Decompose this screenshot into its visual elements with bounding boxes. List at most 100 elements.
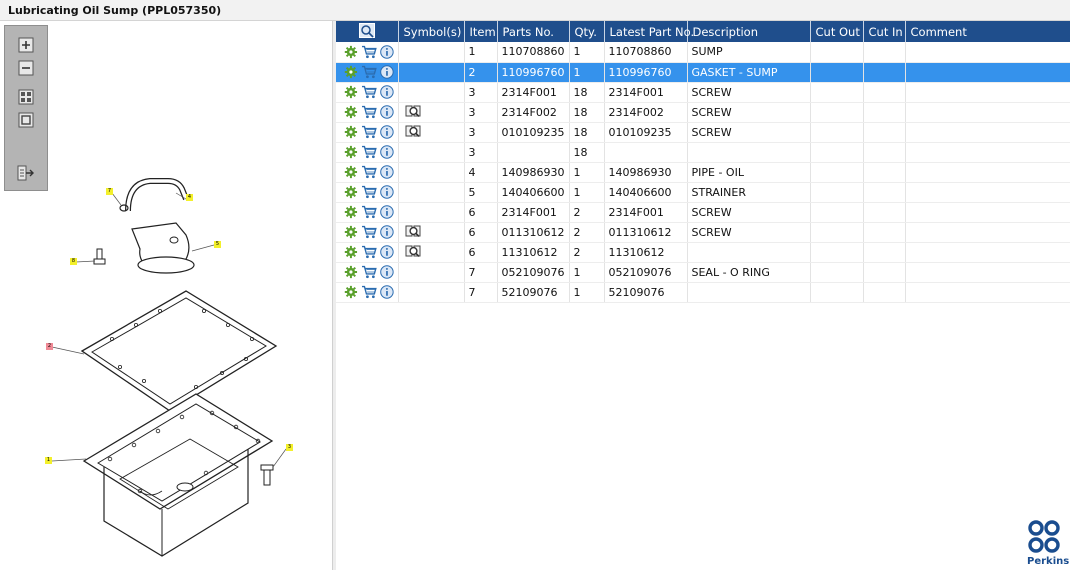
callout-7[interactable]: 7: [106, 188, 113, 195]
table-row[interactable]: 2 110996760 1 110996760 GASKET - SUMP: [336, 62, 1070, 83]
magnifier-book-icon[interactable]: [405, 244, 421, 258]
zoom-in-button[interactable]: [15, 34, 37, 56]
zoom-out-button[interactable]: [15, 57, 37, 79]
magnifier-book-icon[interactable]: [405, 124, 421, 138]
callout-label: 1: [46, 457, 51, 463]
diagram-pane[interactable]: 7 4 5 8 2 1 3: [0, 21, 333, 570]
info-icon[interactable]: [379, 285, 394, 299]
gear-icon[interactable]: [344, 85, 358, 99]
cart-icon[interactable]: [361, 225, 377, 239]
info-icon[interactable]: [379, 145, 394, 159]
zoom-in-icon: [18, 37, 34, 53]
callout-3[interactable]: 3: [286, 444, 293, 451]
cart-icon[interactable]: [361, 105, 377, 119]
fit-all-icon: [18, 89, 34, 105]
column-header-cut-in[interactable]: Cut In: [863, 21, 906, 42]
table-row[interactable]: 3 18: [336, 142, 1070, 163]
cart-icon[interactable]: [361, 145, 377, 159]
cart-icon[interactable]: [361, 165, 377, 179]
table-row[interactable]: 7 052109076 1 052109076 SEAL - O RING: [336, 262, 1070, 283]
cart-icon[interactable]: [361, 45, 377, 59]
info-icon[interactable]: [379, 185, 394, 199]
cell-cut-out: [810, 142, 864, 163]
gear-icon[interactable]: [344, 105, 358, 119]
cart-icon[interactable]: [361, 245, 377, 259]
fit-all-button[interactable]: [15, 86, 37, 108]
table-row[interactable]: 3 2314F001 18 2314F001 SCREW: [336, 82, 1070, 103]
column-header-latest-part-no[interactable]: Latest Part No.: [604, 21, 694, 42]
column-header-qty[interactable]: Qty.: [569, 21, 605, 42]
info-icon[interactable]: [379, 65, 394, 79]
gear-icon[interactable]: [344, 65, 358, 79]
table-row[interactable]: 7 52109076 1 52109076: [336, 282, 1070, 303]
exploded-diagram[interactable]: [0, 21, 333, 570]
column-header-cut-out[interactable]: Cut Out: [810, 21, 864, 42]
column-header-tools[interactable]: [336, 21, 399, 42]
gear-icon[interactable]: [344, 125, 358, 139]
cart-icon[interactable]: [361, 125, 377, 139]
column-header-comment[interactable]: Comment: [905, 21, 1070, 42]
table-row[interactable]: 6 2314F001 2 2314F001 SCREW: [336, 202, 1070, 223]
table-row[interactable]: 6 011310612 2 011310612 SCREW: [336, 222, 1070, 243]
symbols-cell: [398, 162, 465, 183]
column-header-parts-no[interactable]: Parts No.: [497, 21, 570, 42]
gear-icon[interactable]: [344, 45, 358, 59]
cart-icon[interactable]: [361, 285, 377, 299]
cart-icon[interactable]: [361, 85, 377, 99]
symbols-cell: [398, 222, 465, 243]
table-row[interactable]: 6 11310612 2 11310612: [336, 242, 1070, 263]
gear-icon[interactable]: [344, 145, 358, 159]
cell-cut-in: [863, 262, 906, 283]
cell-latest: 052109076: [604, 262, 688, 283]
cell-parts-no: 2314F001: [497, 82, 570, 103]
column-header-description[interactable]: Description: [687, 21, 811, 42]
callout-2[interactable]: 2: [46, 343, 53, 350]
info-icon[interactable]: [379, 265, 394, 279]
info-icon[interactable]: [379, 45, 394, 59]
info-icon[interactable]: [379, 245, 394, 259]
search-parts-icon[interactable]: [358, 22, 375, 38]
info-icon[interactable]: [379, 125, 394, 139]
actual-size-button[interactable]: [15, 109, 37, 131]
info-icon[interactable]: [379, 165, 394, 179]
cell-cut-in: [863, 182, 906, 203]
table-row[interactable]: 1 110708860 1 110708860 SUMP: [336, 42, 1070, 63]
magnifier-book-icon[interactable]: [405, 224, 421, 238]
cell-description: PIPE - OIL: [687, 162, 811, 183]
callout-5[interactable]: 5: [214, 241, 221, 248]
info-icon[interactable]: [379, 205, 394, 219]
column-header-symbols[interactable]: Symbol(s): [398, 21, 465, 42]
cell-cut-in: [863, 162, 906, 183]
gear-icon[interactable]: [344, 245, 358, 259]
table-row[interactable]: 4 140986930 1 140986930 PIPE - OIL: [336, 162, 1070, 183]
cart-icon[interactable]: [361, 185, 377, 199]
cell-comment: [905, 102, 1070, 123]
cart-icon[interactable]: [361, 265, 377, 279]
cell-comment: [905, 122, 1070, 143]
actual-size-icon: [18, 112, 34, 128]
export-button[interactable]: [15, 162, 37, 184]
cell-qty: 2: [569, 242, 605, 263]
gear-icon[interactable]: [344, 165, 358, 179]
cell-comment: [905, 162, 1070, 183]
cart-icon[interactable]: [361, 205, 377, 219]
info-icon[interactable]: [379, 105, 394, 119]
gear-icon[interactable]: [344, 185, 358, 199]
gear-icon[interactable]: [344, 205, 358, 219]
gear-icon[interactable]: [344, 265, 358, 279]
table-row[interactable]: 5 140406600 1 140406600 STRAINER: [336, 182, 1070, 203]
cart-icon[interactable]: [361, 65, 377, 79]
gear-icon[interactable]: [344, 285, 358, 299]
gear-icon[interactable]: [344, 225, 358, 239]
callout-1[interactable]: 1: [45, 457, 52, 464]
cell-cut-out: [810, 202, 864, 223]
info-icon[interactable]: [379, 225, 394, 239]
pane-splitter[interactable]: [333, 21, 336, 570]
table-row[interactable]: 3 010109235 18 010109235 SCREW: [336, 122, 1070, 143]
magnifier-book-icon[interactable]: [405, 104, 421, 118]
column-header-item[interactable]: Item: [464, 21, 498, 42]
callout-8[interactable]: 8: [70, 258, 77, 265]
info-icon[interactable]: [379, 85, 394, 99]
callout-4[interactable]: 4: [186, 194, 193, 201]
table-row[interactable]: 3 2314F002 18 2314F002 SCREW: [336, 102, 1070, 123]
